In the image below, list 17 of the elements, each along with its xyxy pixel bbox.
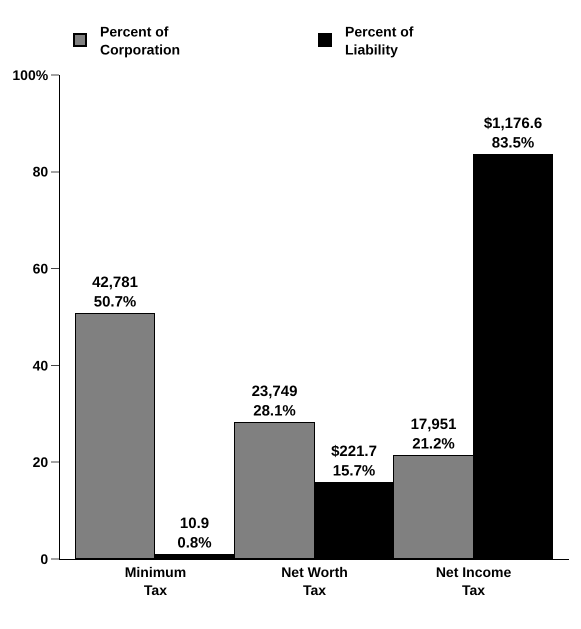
data-label: $1,176.6 83.5% bbox=[484, 115, 542, 152]
data-label: 10.9 0.8% bbox=[177, 515, 212, 552]
y-tick-label: 0 bbox=[40, 550, 48, 567]
y-tick-label: 80 bbox=[32, 164, 48, 180]
legend-label: Percent of Liability bbox=[345, 23, 414, 58]
data-label: $221.7 15.7% bbox=[331, 443, 377, 480]
x-tick-label: Net Worth Tax bbox=[281, 564, 348, 598]
legend-label: Percent of Corporation bbox=[100, 23, 180, 58]
y-tick-label: 60 bbox=[32, 260, 48, 276]
y-tick-label: 40 bbox=[32, 357, 48, 374]
y-tick-label: 100% bbox=[12, 66, 49, 83]
x-tick-label: Minimum Tax bbox=[124, 564, 186, 598]
x-tick-label: Net Income Tax bbox=[436, 564, 512, 598]
y-tick-label: 20 bbox=[32, 454, 48, 470]
data-label: 42,781 50.7% bbox=[92, 274, 138, 310]
data-label: 23,749 28.1% bbox=[252, 383, 298, 420]
data-label: 17,951 21.2% bbox=[410, 416, 456, 452]
